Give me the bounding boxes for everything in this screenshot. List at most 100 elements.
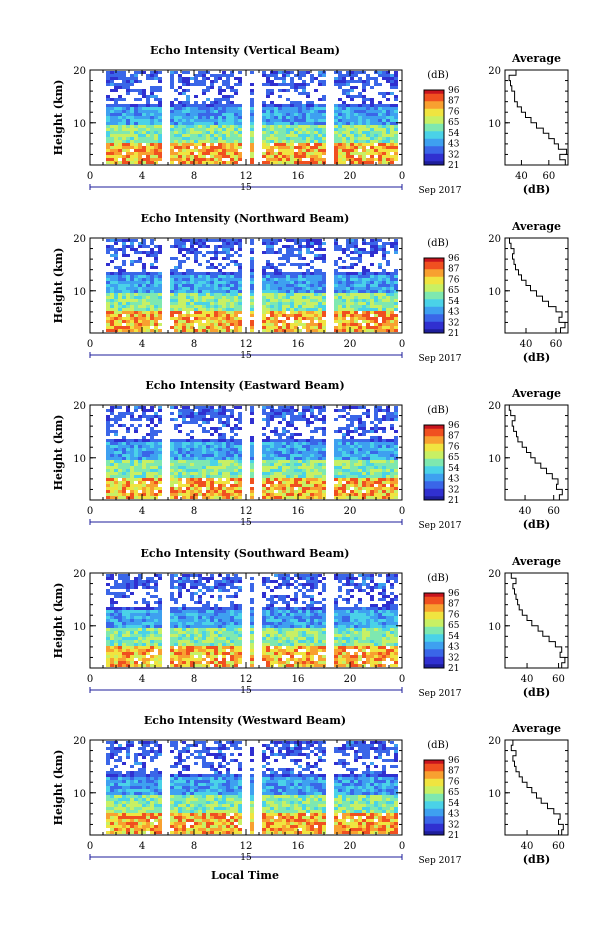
heatmap-cell [230, 460, 234, 463]
heatmap-cell [334, 302, 338, 305]
heatmap-cell [190, 469, 194, 472]
heatmap-cell [230, 137, 234, 140]
heatmap-cell [210, 484, 214, 487]
heatmap-cell [142, 89, 146, 92]
heatmap-cell [334, 134, 338, 137]
heatmap-cell [322, 119, 326, 122]
heatmap-cell [126, 287, 130, 290]
heatmap-cell [318, 427, 322, 430]
heatmap-cell [262, 113, 266, 116]
heatmap-cell [178, 119, 182, 122]
heatmap-cell [270, 439, 274, 442]
heatmap-cell [222, 317, 226, 320]
heatmap-cell [306, 140, 310, 143]
heatmap-cell [278, 478, 282, 481]
heatmap-cell [222, 460, 226, 463]
heatmap-cell [178, 323, 182, 326]
heatmap-cell [358, 143, 362, 146]
heatmap-cell [214, 140, 218, 143]
colorbar-segment [424, 142, 444, 145]
heatmap-cell [214, 412, 218, 415]
heatmap-cell [310, 481, 314, 484]
heatmap-cell [362, 110, 366, 113]
heatmap-cell [386, 116, 390, 119]
heatmap-cell [302, 305, 306, 308]
heatmap-cell [294, 248, 298, 251]
heatmap-cell [374, 323, 378, 326]
heatmap-cell [110, 77, 114, 80]
heatmap-cell [114, 119, 118, 122]
heatmap-cell [230, 245, 234, 248]
heatmap-cell [182, 326, 186, 329]
heatmap-cell [114, 257, 118, 260]
heatmap-cell [278, 457, 282, 460]
heatmap-cell [270, 317, 274, 320]
heatmap-cell [334, 296, 338, 299]
heatmap-cell [362, 326, 366, 329]
heatmap-cell [230, 299, 234, 302]
heatmap-cell [138, 418, 142, 421]
heatmap-cell [186, 287, 190, 290]
heatmap-cell [334, 122, 338, 125]
heatmap-cell [282, 257, 286, 260]
heatmap-cell [178, 290, 182, 293]
heatmap-cell [378, 107, 382, 110]
heatmap-cell [142, 158, 146, 161]
heatmap-cell [198, 275, 202, 278]
heatmap-cell [202, 493, 206, 496]
heatmap-cell [322, 484, 326, 487]
heatmap-cell [130, 140, 134, 143]
heatmap-cell [114, 77, 118, 80]
heatmap-cell [230, 146, 234, 149]
heatmap-cell [310, 155, 314, 158]
heatmap-cell [154, 484, 158, 487]
heatmap-cell [214, 415, 218, 418]
heatmap-cell [282, 448, 286, 451]
heatmap-cell [358, 284, 362, 287]
heatmap-cell [206, 107, 210, 110]
heatmap-cell [382, 248, 386, 251]
heatmap-cell [206, 317, 210, 320]
heatmap-cell [282, 254, 286, 257]
heatmap-cell [298, 496, 302, 499]
heatmap-cell [142, 275, 146, 278]
heatmap-cell [290, 245, 294, 248]
colorbar [424, 258, 444, 334]
heatmap-cell [358, 140, 362, 143]
heatmap-cell [122, 451, 126, 454]
heatmap-cell [170, 281, 174, 284]
heatmap-cell [186, 415, 190, 418]
heatmap-cell [286, 239, 290, 242]
heatmap-cell [334, 326, 338, 329]
x-tick-label: 12 [240, 171, 253, 182]
heatmap-cell [282, 272, 286, 275]
heatmap-cell [106, 83, 110, 86]
heatmap-cell [342, 281, 346, 284]
heatmap-cell [198, 122, 202, 125]
heatmap-cell [334, 320, 338, 323]
heatmap-cell [302, 161, 306, 164]
heatmap-cell [262, 493, 266, 496]
heatmap-cell [338, 427, 342, 430]
heatmap-cell [302, 287, 306, 290]
heatmap-cell [298, 287, 302, 290]
heatmap-cell [226, 275, 230, 278]
heatmap-cell [346, 158, 350, 161]
heatmap-cell [114, 122, 118, 125]
heatmap-cell [118, 98, 122, 101]
heatmap-cell [186, 409, 190, 412]
heatmap-cell [202, 302, 206, 305]
heatmap-cell [126, 430, 130, 433]
heatmap-cell [298, 460, 302, 463]
heatmap-cell [234, 406, 238, 409]
heatmap-cell [210, 457, 214, 460]
heatmap-cell [282, 454, 286, 457]
heatmap-cell [290, 71, 294, 74]
heatmap-cell [238, 454, 242, 457]
heatmap-cell [370, 107, 374, 110]
heatmap-cell [342, 329, 346, 332]
heatmap-cell [158, 293, 162, 296]
heatmap-cell [226, 302, 230, 305]
heatmap-cell [386, 137, 390, 140]
heatmap-cell [234, 137, 238, 140]
